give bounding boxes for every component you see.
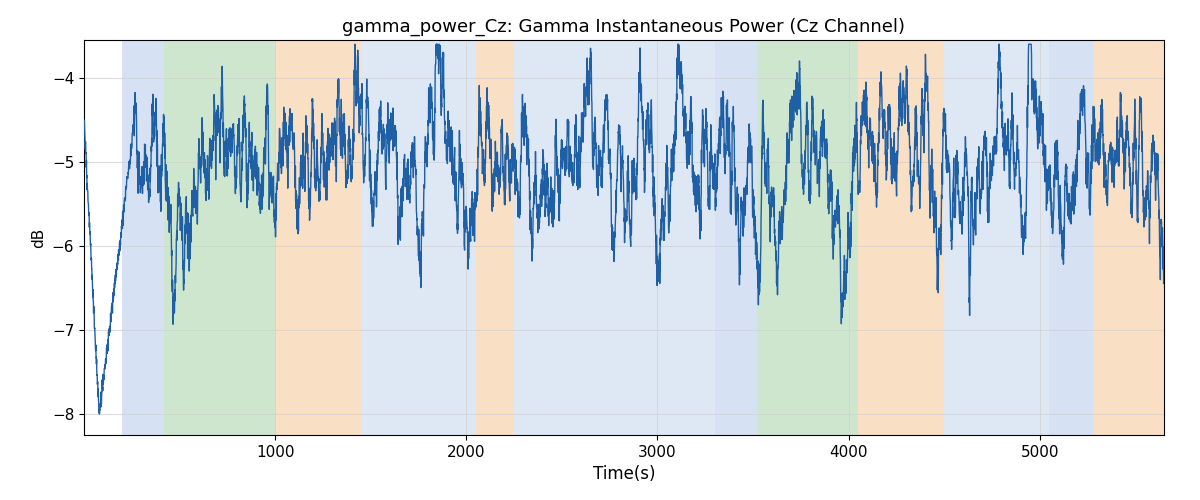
Bar — [757, 40, 858, 435]
Title: gamma_power_Cz: Gamma Instantaneous Power (Cz Channel): gamma_power_Cz: Gamma Instantaneous Powe… — [342, 18, 906, 36]
Bar — [122, 40, 164, 435]
Bar — [1049, 40, 1093, 435]
Bar — [858, 40, 944, 435]
Bar — [361, 40, 476, 435]
X-axis label: Time(s): Time(s) — [593, 466, 655, 483]
Bar — [1093, 40, 1164, 435]
Y-axis label: dB: dB — [31, 228, 47, 248]
Bar — [944, 40, 1049, 435]
Bar — [164, 40, 275, 435]
Bar — [715, 40, 757, 435]
Bar — [476, 40, 514, 435]
Bar — [275, 40, 361, 435]
Bar — [514, 40, 715, 435]
